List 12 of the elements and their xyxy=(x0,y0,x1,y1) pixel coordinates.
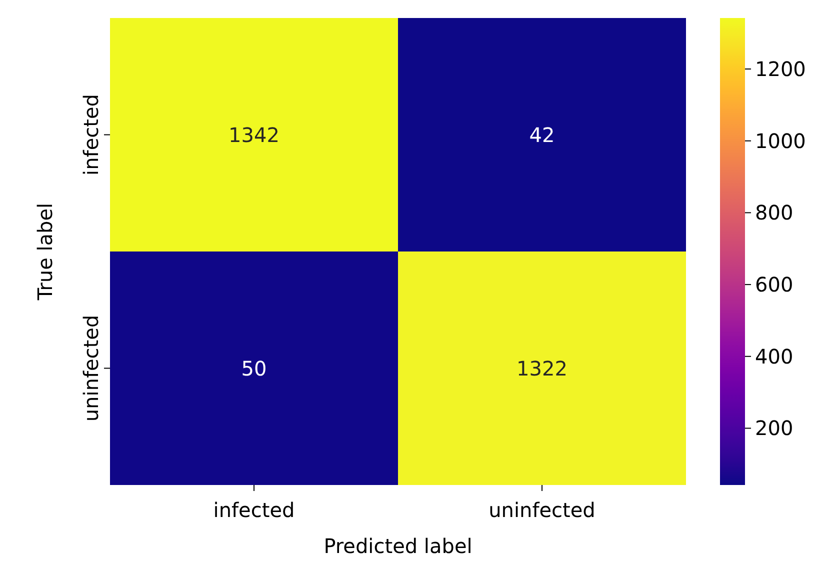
color-bar-label: 1200 xyxy=(755,57,806,82)
data-label: 50 xyxy=(241,356,267,380)
color-bar-label: 400 xyxy=(755,344,794,368)
data-label: 42 xyxy=(529,122,555,147)
data-label: 1322 xyxy=(516,356,568,380)
x-axis-title: Predicted label xyxy=(324,534,472,558)
color-bar-label: 1000 xyxy=(755,128,806,153)
data-label: 1342 xyxy=(228,122,280,147)
color-bar-label: 800 xyxy=(755,200,794,225)
y-axis-title: True label xyxy=(33,202,57,302)
color-bar-label: 600 xyxy=(755,272,794,297)
color-bar-label: 200 xyxy=(755,416,794,440)
